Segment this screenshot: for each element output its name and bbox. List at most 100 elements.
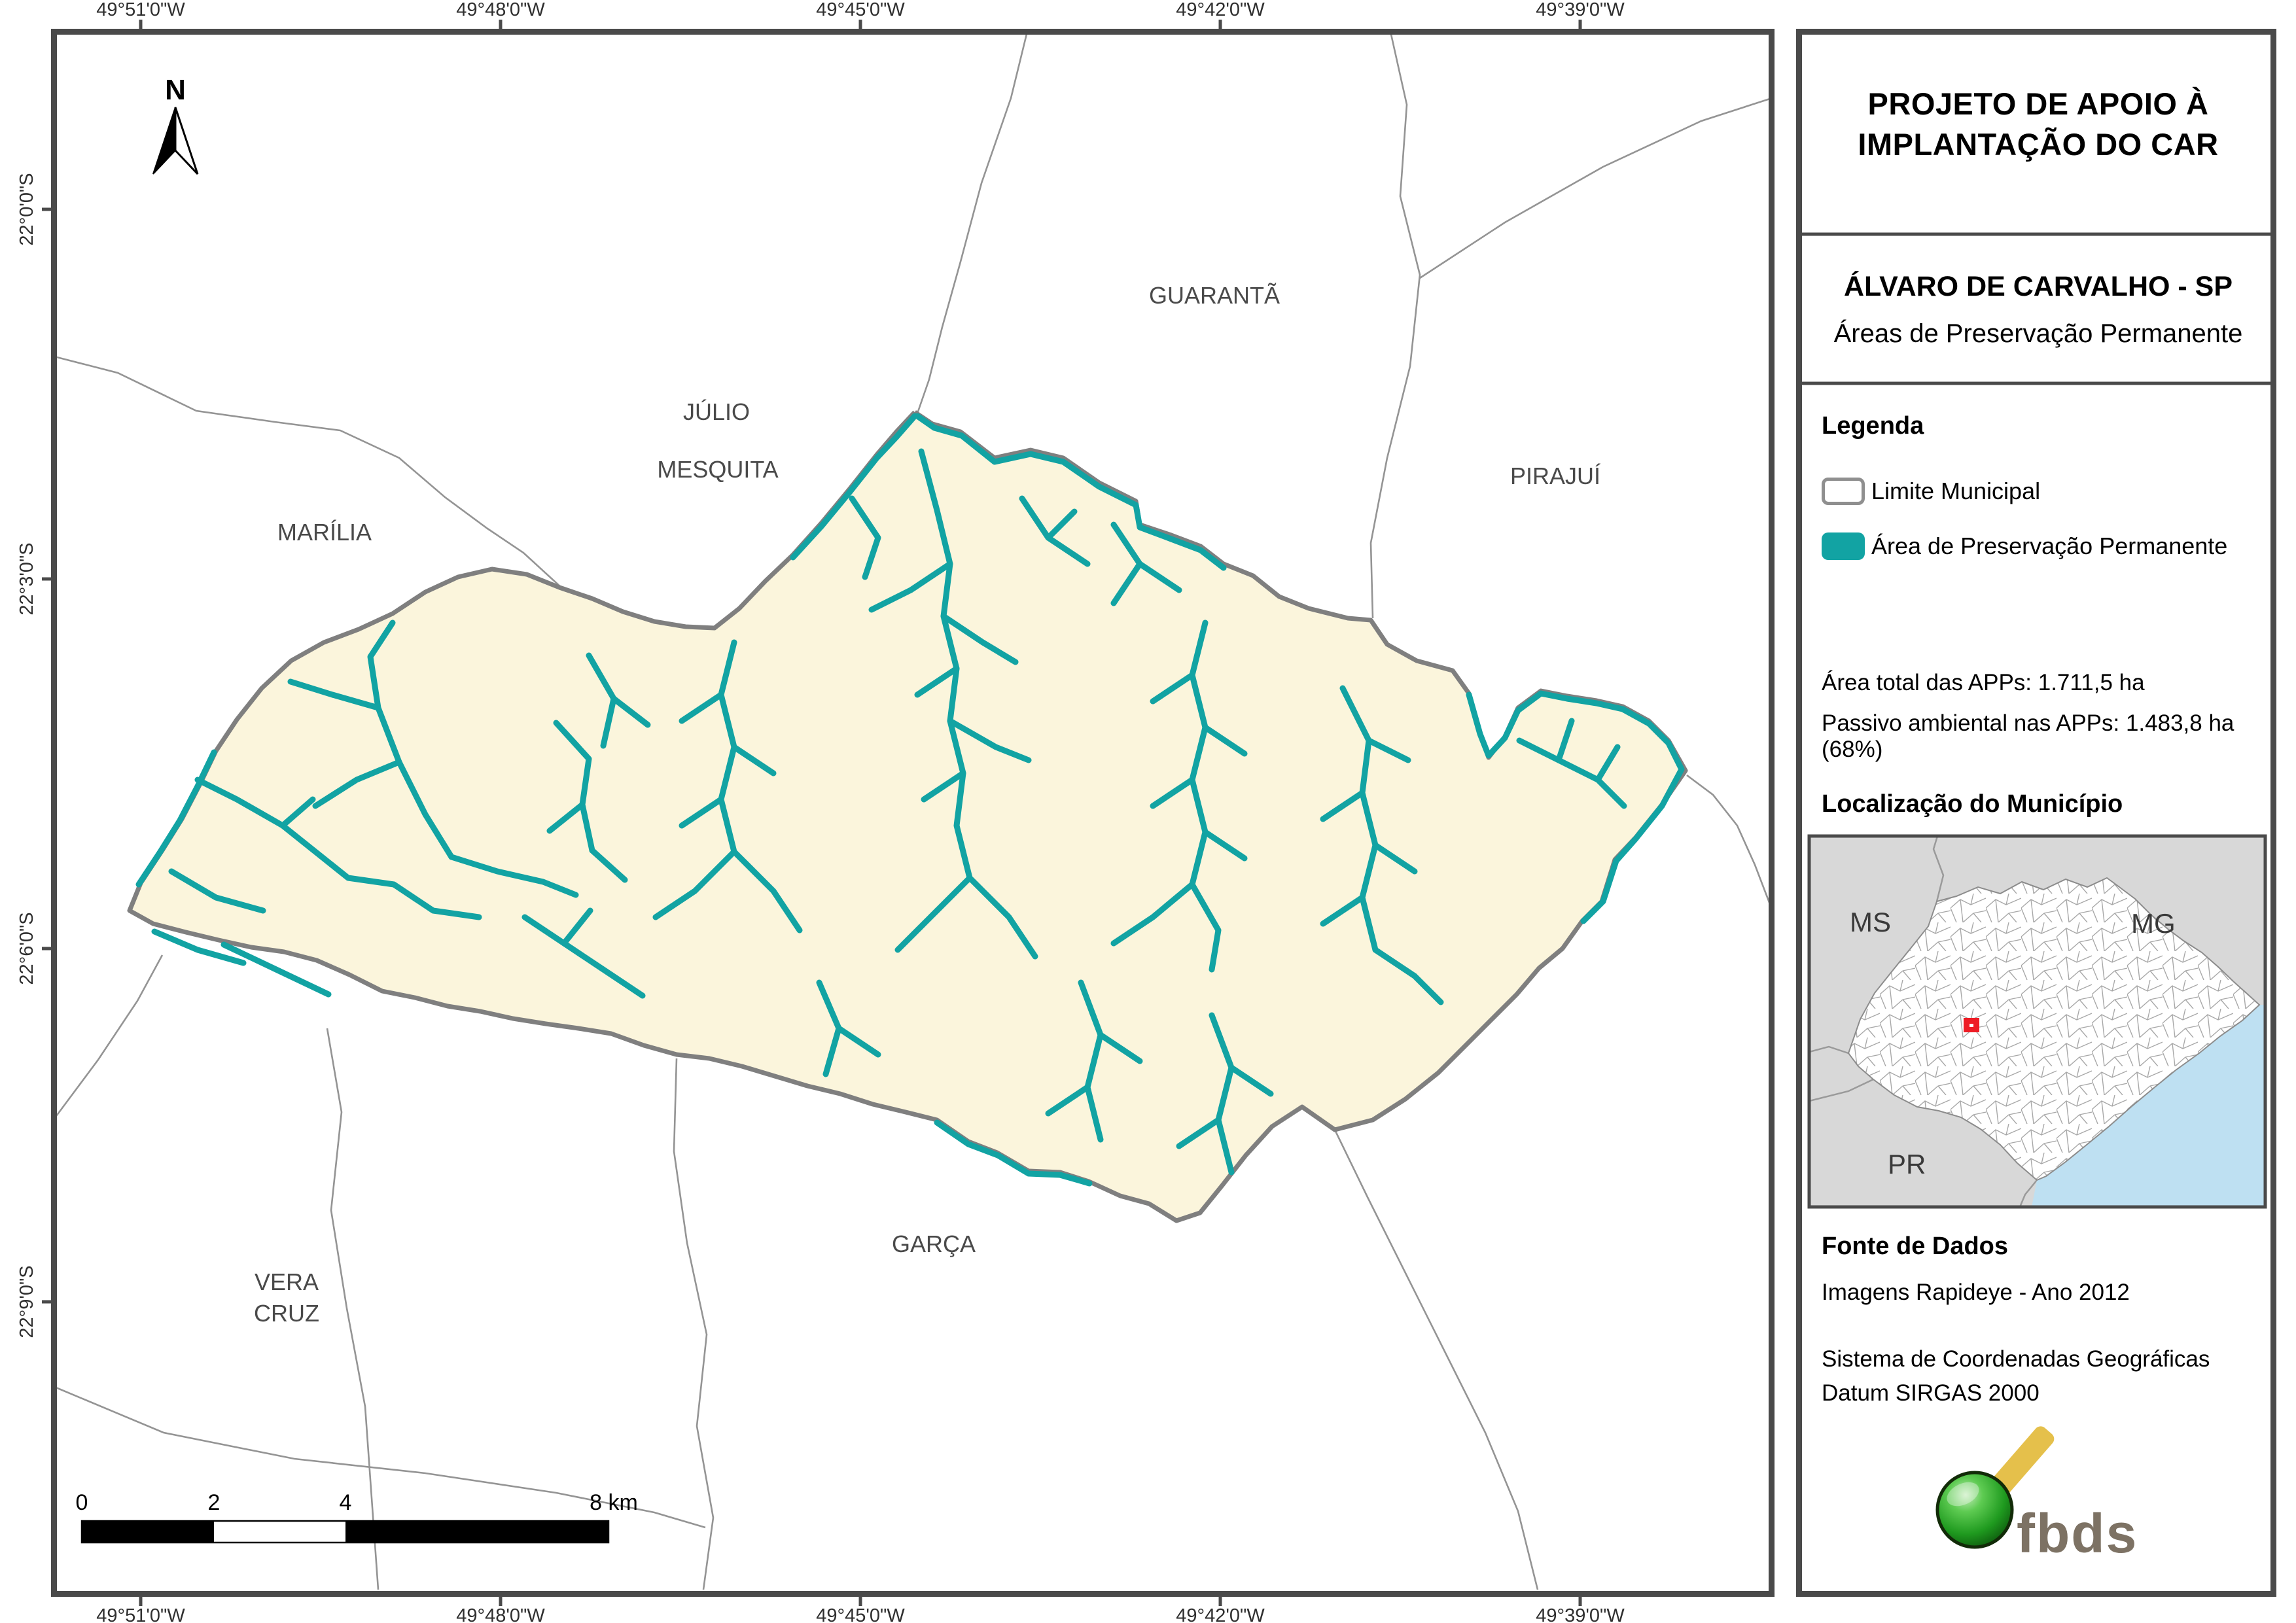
app-stream xyxy=(1555,718,1575,763)
app-stream xyxy=(1516,737,1627,809)
neighbor-boundary-line xyxy=(326,1028,380,1590)
label-vera: VERA xyxy=(255,1268,319,1295)
app-stream xyxy=(448,854,579,898)
label-julio: JÚLIO xyxy=(683,398,750,425)
app-stream-boundary xyxy=(790,413,918,561)
scale-0: 0 xyxy=(76,1490,88,1515)
app-stream xyxy=(894,875,973,953)
app-stream xyxy=(312,759,402,809)
label-pirajui: PIRAJUÍ xyxy=(1510,462,1600,489)
app-stream xyxy=(1176,1117,1222,1149)
lon-top-2: 49°45'0"W xyxy=(816,0,905,20)
inset-label-ms: MS xyxy=(1850,907,1891,937)
app-stream xyxy=(1372,842,1418,875)
lat-3: 22°9'0"S xyxy=(16,1265,37,1338)
lon-bot-2: 49°45'0"W xyxy=(816,1605,905,1623)
app-stream xyxy=(652,848,737,920)
app-stream xyxy=(1320,894,1366,927)
app-stream xyxy=(1110,561,1143,606)
coordinate-labels: 49°51'0"W 49°48'0"W 49°45'0"W 49°42'0"W … xyxy=(16,0,1625,1623)
label-cruz: CRUZ xyxy=(254,1300,319,1327)
label-mesquita: MESQUITA xyxy=(657,456,778,483)
app-stream xyxy=(589,847,628,883)
app-stream xyxy=(731,848,803,934)
logo-sphere-highlight xyxy=(1947,1482,1979,1507)
source-line-datum: Datum SIRGAS 2000 xyxy=(1822,1380,2040,1406)
app-stream xyxy=(1372,947,1444,1005)
map-area xyxy=(57,35,1769,1590)
app-stream xyxy=(546,801,586,834)
lat-2: 22°6'0"S xyxy=(16,912,37,985)
label-garca: GARÇA xyxy=(892,1230,976,1257)
scale-8km: 8 km xyxy=(590,1490,638,1515)
app-stream-boundary xyxy=(934,1119,1093,1187)
app-stream xyxy=(279,796,316,829)
lon-bot-4: 49°39'0"W xyxy=(1536,1605,1625,1623)
app-stream xyxy=(221,941,332,998)
lon-top-0: 49°51'0"W xyxy=(96,0,185,20)
app-stream xyxy=(966,875,1038,960)
source-line-crs: Sistema de Coordenadas Geográficas xyxy=(1822,1346,2210,1372)
app-stream xyxy=(151,928,247,966)
app-stream xyxy=(1228,1064,1274,1097)
app-stream xyxy=(1150,672,1195,705)
app-stream xyxy=(194,777,482,920)
inset-marker-dot xyxy=(1969,1024,1973,1027)
app-stream xyxy=(1110,881,1195,947)
logo-green-sphere-icon xyxy=(1935,1471,2014,1549)
app-streams xyxy=(151,448,1627,1176)
source-line-imagery: Imagens Rapideye - Ano 2012 xyxy=(1822,1280,2130,1305)
legend-heading: Legenda xyxy=(1822,412,1924,440)
inset-ocean xyxy=(2032,1005,2265,1207)
app-stream xyxy=(1202,829,1248,862)
neighbor-boundary-line xyxy=(1333,1129,1539,1590)
app-stream xyxy=(287,678,381,711)
scale-2: 2 xyxy=(208,1490,221,1515)
app-stream xyxy=(1150,777,1195,809)
app-stream xyxy=(1045,508,1078,541)
municipality-title: ÁLVARO DE CARVALHO - SP xyxy=(1843,271,2233,302)
neighbor-boundary-line xyxy=(1419,98,1769,279)
fbds-logo xyxy=(1935,1426,2055,1549)
app-stream xyxy=(553,720,595,854)
inset-border xyxy=(1807,834,2267,1209)
legend-swatch-limite-municipal xyxy=(1822,478,1865,505)
app-stream xyxy=(849,495,881,580)
lat-0: 22°0'0"S xyxy=(16,173,37,245)
lon-top-1: 49°48'0"W xyxy=(456,0,545,20)
app-stream xyxy=(1045,1084,1091,1117)
neighbor-boundary-line xyxy=(1686,774,1769,903)
inset-map: MS MG PR xyxy=(1807,834,2267,1209)
app-stream xyxy=(947,718,1032,763)
app-boundary-streams xyxy=(135,413,1685,1187)
legend-label-app: Área de Preservação Permanente xyxy=(1871,532,2228,559)
app-stream xyxy=(610,695,651,728)
label-guaranta: GUARANTÃ xyxy=(1149,282,1280,309)
lon-bot-3: 49°42'0"W xyxy=(1176,1605,1265,1623)
north-arrow: N xyxy=(152,74,199,175)
app-stream xyxy=(1339,685,1379,953)
inset-label-pr: PR xyxy=(1888,1149,1926,1179)
app-stream xyxy=(679,796,724,829)
app-stream xyxy=(1202,724,1248,757)
grid-ticks xyxy=(42,20,1582,1606)
app-stream xyxy=(561,907,593,947)
lon-bot-0: 49°51'0"W xyxy=(96,1605,185,1623)
app-stream xyxy=(836,1025,881,1058)
neighbor-boundary-line xyxy=(916,35,1028,414)
scale-4: 4 xyxy=(340,1490,352,1515)
map-subtitle: Áreas de Preservação Permanente xyxy=(1833,319,2243,348)
stat-passivo-apps: Passivo ambiental nas APPs: 1.483,8 ha (… xyxy=(1822,710,2234,762)
app-stream xyxy=(868,561,953,613)
app-stream xyxy=(1366,737,1411,763)
app-stream xyxy=(1209,1012,1235,1176)
neighbor-boundary-line xyxy=(57,1387,706,1529)
app-stream xyxy=(914,665,960,698)
lon-top-3: 49°42'0"W xyxy=(1176,0,1265,20)
inset-state-labels: MS MG PR xyxy=(1850,907,2176,1179)
app-stream-boundary xyxy=(135,749,217,888)
map-frame xyxy=(51,29,1775,1597)
app-stream xyxy=(168,868,266,914)
app-stream xyxy=(1595,744,1621,783)
